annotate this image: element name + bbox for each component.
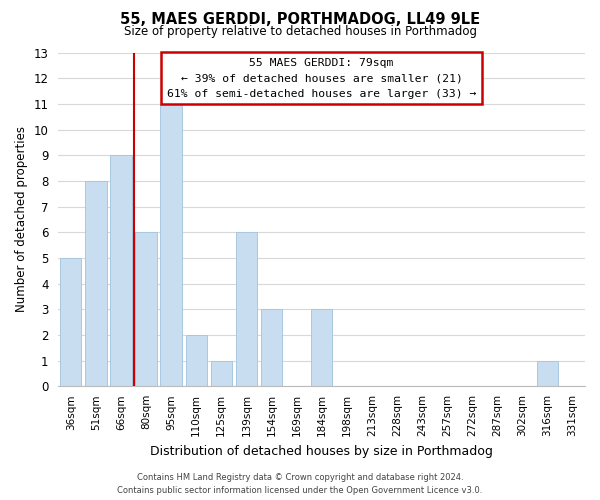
- Bar: [136, 232, 157, 386]
- Text: 55, MAES GERDDI, PORTHMADOG, LL49 9LE: 55, MAES GERDDI, PORTHMADOG, LL49 9LE: [120, 12, 480, 28]
- Bar: [537, 360, 558, 386]
- Text: 55 MAES GERDDI: 79sqm
← 39% of detached houses are smaller (21)
61% of semi-deta: 55 MAES GERDDI: 79sqm ← 39% of detached …: [167, 58, 476, 98]
- X-axis label: Distribution of detached houses by size in Porthmadog: Distribution of detached houses by size …: [150, 444, 493, 458]
- Bar: [185, 335, 207, 386]
- Text: Contains HM Land Registry data © Crown copyright and database right 2024.
Contai: Contains HM Land Registry data © Crown c…: [118, 473, 482, 495]
- Bar: [160, 104, 182, 387]
- Bar: [211, 360, 232, 386]
- Bar: [261, 310, 282, 386]
- Bar: [311, 310, 332, 386]
- Bar: [60, 258, 82, 386]
- Bar: [85, 181, 107, 386]
- Bar: [236, 232, 257, 386]
- Y-axis label: Number of detached properties: Number of detached properties: [15, 126, 28, 312]
- Text: Size of property relative to detached houses in Porthmadog: Size of property relative to detached ho…: [124, 25, 476, 38]
- Bar: [110, 155, 131, 386]
